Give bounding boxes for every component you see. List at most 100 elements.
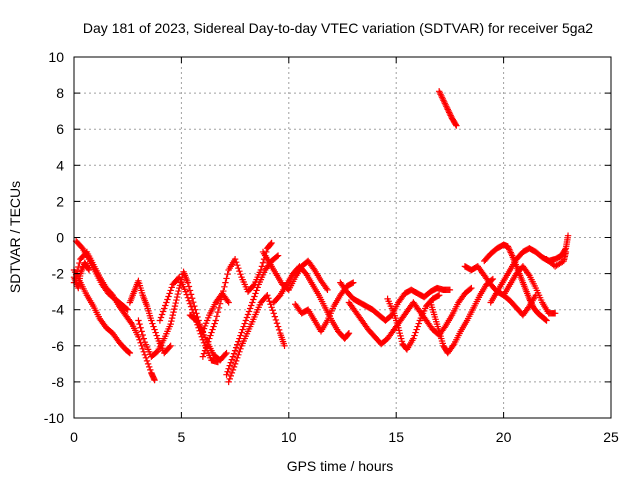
y-tick-label: 0 xyxy=(56,230,64,246)
data-point xyxy=(453,122,460,129)
data-point xyxy=(144,360,152,368)
data-point xyxy=(136,320,143,328)
data-point xyxy=(237,271,244,278)
data-point xyxy=(237,345,244,353)
data-point xyxy=(541,316,549,323)
data-point xyxy=(438,92,445,100)
data-point xyxy=(269,307,276,314)
data-point xyxy=(206,335,213,342)
data-point xyxy=(441,324,448,331)
x-tick-label: 20 xyxy=(496,429,512,445)
data-point xyxy=(504,243,512,250)
data-point xyxy=(441,100,449,107)
y-tick-label: -2 xyxy=(52,266,65,282)
data-point xyxy=(135,317,142,324)
data-point xyxy=(137,339,144,346)
data-point xyxy=(268,304,275,311)
data-point xyxy=(440,97,447,104)
data-point xyxy=(171,305,178,313)
data-point xyxy=(139,331,146,339)
data-point xyxy=(542,316,550,324)
data-point xyxy=(199,353,207,360)
data-point xyxy=(175,287,182,295)
data-point xyxy=(508,250,515,258)
data-point xyxy=(223,275,230,282)
data-point xyxy=(436,89,444,96)
data-point xyxy=(228,356,236,363)
data-point xyxy=(445,109,453,116)
data-point xyxy=(138,328,145,335)
data-point xyxy=(443,104,451,112)
data-point xyxy=(437,91,444,98)
data-point xyxy=(442,101,449,109)
data-point xyxy=(162,302,169,309)
data-point xyxy=(236,335,243,342)
data-point xyxy=(143,357,151,365)
x-tick-label: 0 xyxy=(70,429,78,445)
chart-title: Day 181 of 2023, Sidereal Day-to-day VTE… xyxy=(83,20,593,36)
data-point xyxy=(258,263,266,270)
data-point xyxy=(182,288,189,295)
data-point xyxy=(231,347,239,354)
data-point xyxy=(443,103,450,110)
data-point xyxy=(230,363,238,371)
data-point xyxy=(323,285,330,292)
data-point xyxy=(219,292,226,299)
data-point xyxy=(249,299,256,306)
data-point xyxy=(184,279,192,286)
data-point xyxy=(532,292,540,299)
data-point xyxy=(201,347,209,354)
data-point xyxy=(153,332,160,339)
data-point xyxy=(173,296,180,304)
data-point xyxy=(445,107,452,115)
data-point xyxy=(136,336,143,343)
data-point xyxy=(223,371,230,378)
data-point xyxy=(159,308,167,315)
data-point xyxy=(525,304,532,311)
data-point xyxy=(152,329,159,336)
data-point xyxy=(232,344,240,351)
data-point xyxy=(125,348,132,356)
data-point xyxy=(164,296,171,303)
data-point xyxy=(243,314,251,321)
data-point xyxy=(208,329,215,336)
data-point xyxy=(148,317,155,324)
data-point xyxy=(452,121,459,128)
data-point xyxy=(310,265,317,272)
data-point xyxy=(200,350,208,357)
data-point xyxy=(225,299,232,306)
data-point xyxy=(410,335,417,342)
x-tick-label: 25 xyxy=(603,429,619,445)
data-point xyxy=(135,333,142,340)
y-tick-label: -6 xyxy=(52,338,65,354)
data-point xyxy=(435,88,443,95)
data-point xyxy=(203,341,211,348)
data-point xyxy=(238,329,245,336)
data-point xyxy=(506,247,514,255)
data-point xyxy=(173,293,181,301)
data-point xyxy=(259,259,267,266)
data-point xyxy=(250,282,257,289)
data-point xyxy=(150,323,157,330)
data-point xyxy=(439,95,446,103)
data-point xyxy=(151,326,158,333)
data-point xyxy=(214,308,222,316)
data-point xyxy=(235,338,242,345)
data-point xyxy=(248,302,255,309)
data-point xyxy=(446,110,454,118)
data-point xyxy=(213,313,221,320)
data-point xyxy=(166,343,173,351)
data-point xyxy=(139,345,146,353)
data-point xyxy=(151,376,158,384)
data-point xyxy=(125,349,133,356)
data-point xyxy=(171,302,179,310)
data-point xyxy=(188,306,196,313)
data-point xyxy=(231,255,239,263)
data-point xyxy=(254,284,261,291)
data-point xyxy=(76,259,83,267)
data-point xyxy=(271,313,279,320)
data-point xyxy=(414,323,421,330)
data-point xyxy=(267,301,274,308)
data-point xyxy=(564,232,572,239)
